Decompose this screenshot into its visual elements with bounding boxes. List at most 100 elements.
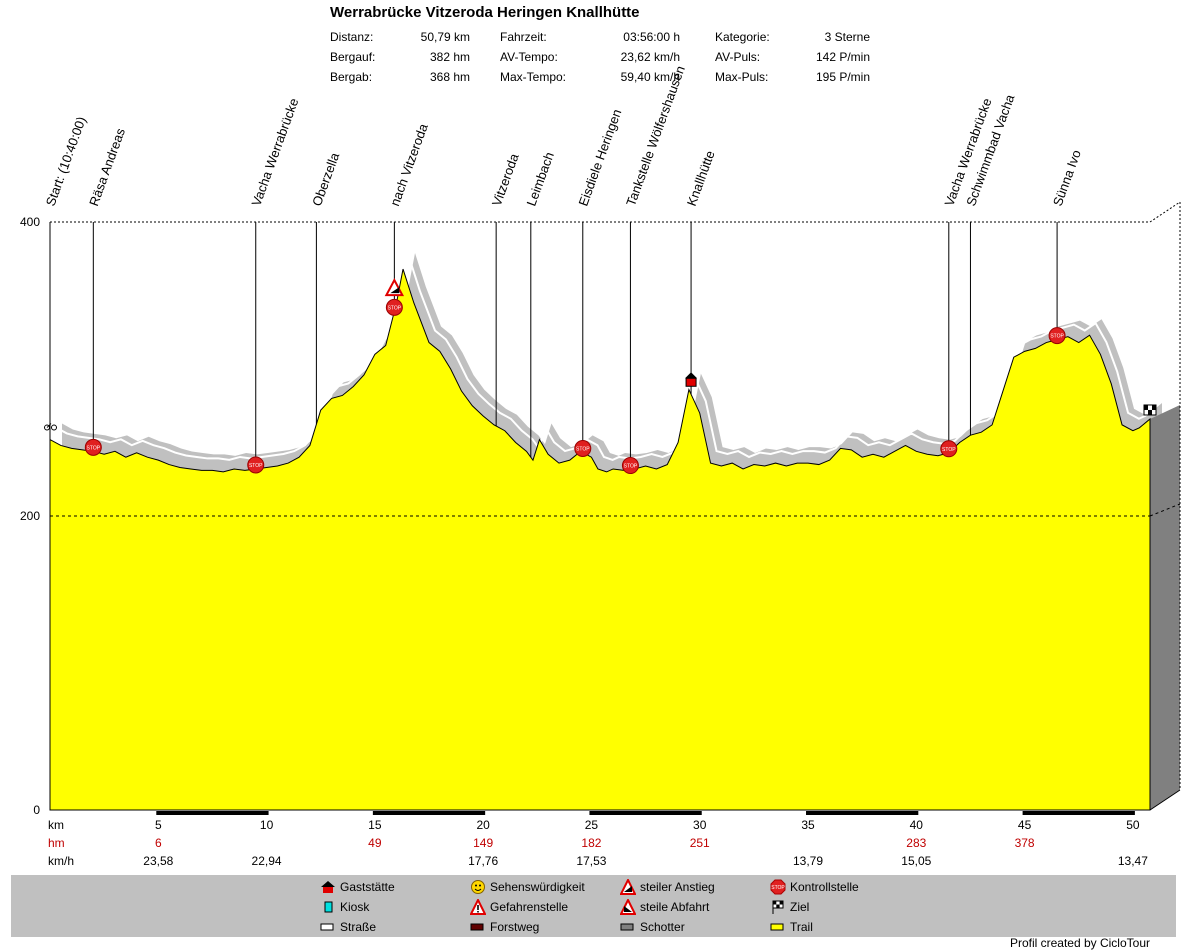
stat-label: Bergauf: [330,50,376,64]
stat-value: 3 Sterne [824,30,870,44]
stop-marker [1048,327,1066,345]
stat-value: 195 P/min [815,70,870,84]
kmh-value: 13,79 [793,854,823,868]
gravel-swatch [620,923,634,931]
smiley-icon [471,880,485,894]
footer-credit: Profil created by CicloTour [1009,936,1150,950]
x-unit-label: km [48,818,64,832]
gridline-200-depth [1149,503,1181,517]
gaststaette-marker [685,377,697,387]
legend-label: Forstweg [490,920,540,934]
waypoint-label: Vitzeroda [489,151,522,208]
profile-road-line [55,256,1157,461]
stat-value: 368 hm [429,70,470,84]
x-scale-segment [589,811,702,815]
y-tick-label: 400 [20,215,40,229]
stat-value: 23,62 km/h [620,50,680,64]
kmh-value: 15,05 [901,854,931,868]
steep-down-icon [620,899,636,915]
stop-marker-text: STOP [249,463,263,469]
x-scale-segment [1022,811,1135,815]
x-tick-label: 10 [260,818,274,832]
finish-flag-check [1144,404,1148,410]
finish-flag-check [1152,404,1156,410]
legend-label: steiler Anstieg [640,880,715,894]
stop-marker-text: STOP [576,446,590,452]
waypoint-label: Leimbach [524,150,557,208]
kmh-value: 17,53 [576,854,606,868]
waypoint-label: Räsa Andreas [86,126,128,208]
waypoint-label: Vacha Werrabrücke [248,96,301,208]
hm-value: 283 [906,836,926,850]
waypoint-label: Eisdiele Heringen [576,107,625,208]
legend-label: Straße [340,920,377,934]
stat-value: 382 hm [429,50,470,64]
bike-marker-wheel [44,424,50,431]
stop-marker-text: STOP [624,464,638,470]
stat-label: Kategorie: [715,30,770,44]
waypoint-label: nach Vitzeroda [387,121,431,208]
gridline-400-depth [1149,201,1181,223]
x-scale-segment [806,811,919,815]
steep-up-icon [620,879,636,895]
bike-marker-wheel [51,424,57,431]
stat-label: Fahrzeit: [500,30,547,44]
stat-value: 50,79 km [420,30,470,44]
hm-value: 149 [473,836,493,850]
hm-value: 251 [690,836,710,850]
x-tick-label: 25 [585,818,599,832]
kmh-value: 22,94 [252,854,282,868]
waypoint-label: Sünna Ivo [1050,148,1084,208]
bike-marker-frame [46,423,52,428]
stop-marker-text: STOP [87,445,101,451]
legend-label: Kontrollstelle [790,880,859,894]
hm-row-label: hm [48,836,65,850]
y-tick-label: 200 [20,509,40,523]
stat-value: 142 P/min [815,50,870,64]
svg-text:STOP: STOP [771,885,785,891]
hm-value: 49 [368,836,382,850]
x-tick-label: 35 [801,818,815,832]
steep-climb-marker-inner [390,287,400,294]
finish-flag-icon [772,900,784,914]
stop-marker [621,457,639,475]
stat-label: Max-Tempo: [500,70,567,84]
stop-marker-text: STOP [1050,334,1064,340]
hm-value: 378 [1015,836,1035,850]
stop-marker-text: STOP [942,447,956,453]
road-swatch [320,923,334,931]
x-tick-label: 15 [368,818,382,832]
stat-label: Max-Puls: [715,70,769,84]
stat-value: 03:56:00 h [623,30,680,44]
kmh-row-label: km/h [48,854,74,868]
legend-label: Schotter [640,920,685,934]
gaststaette-marker-roof [685,372,698,379]
hm-value: 6 [155,836,162,850]
danger-icon [470,899,486,915]
kmh-value: 13,47 [1118,854,1148,868]
legend-label: Kiosk [340,900,370,914]
legend-label: Sehenswürdigkeit [490,880,585,894]
stop-marker [247,456,265,474]
x-tick-label: 5 [155,818,162,832]
forest-swatch [470,923,484,931]
waypoint-label: Start: (10:40:00) [43,115,89,208]
kmh-value: 17,76 [468,854,498,868]
x-axis-depth [1149,789,1181,811]
stop-marker [940,440,958,458]
chart-title: Werrabrücke Vitzeroda Heringen Knallhütt… [330,4,640,21]
legend: Gaststätte Sehenswürdigkeit steiler Anst… [11,875,1176,937]
finish-flag-check [1148,409,1152,415]
hm-value: 182 [581,836,601,850]
stat-label: AV-Puls: [715,50,761,64]
x-tick-label: 20 [476,818,490,832]
side-face [1150,404,1180,810]
elevation-area [49,268,1151,811]
stop-marker [84,438,102,456]
x-tick-label: 50 [1126,818,1140,832]
x-tick-label: 45 [1018,818,1032,832]
kiosk-icon [324,901,333,913]
stop-marker [574,439,592,457]
stat-label: AV-Tempo: [500,50,558,64]
waypoint-label: Oberzella [309,150,342,208]
